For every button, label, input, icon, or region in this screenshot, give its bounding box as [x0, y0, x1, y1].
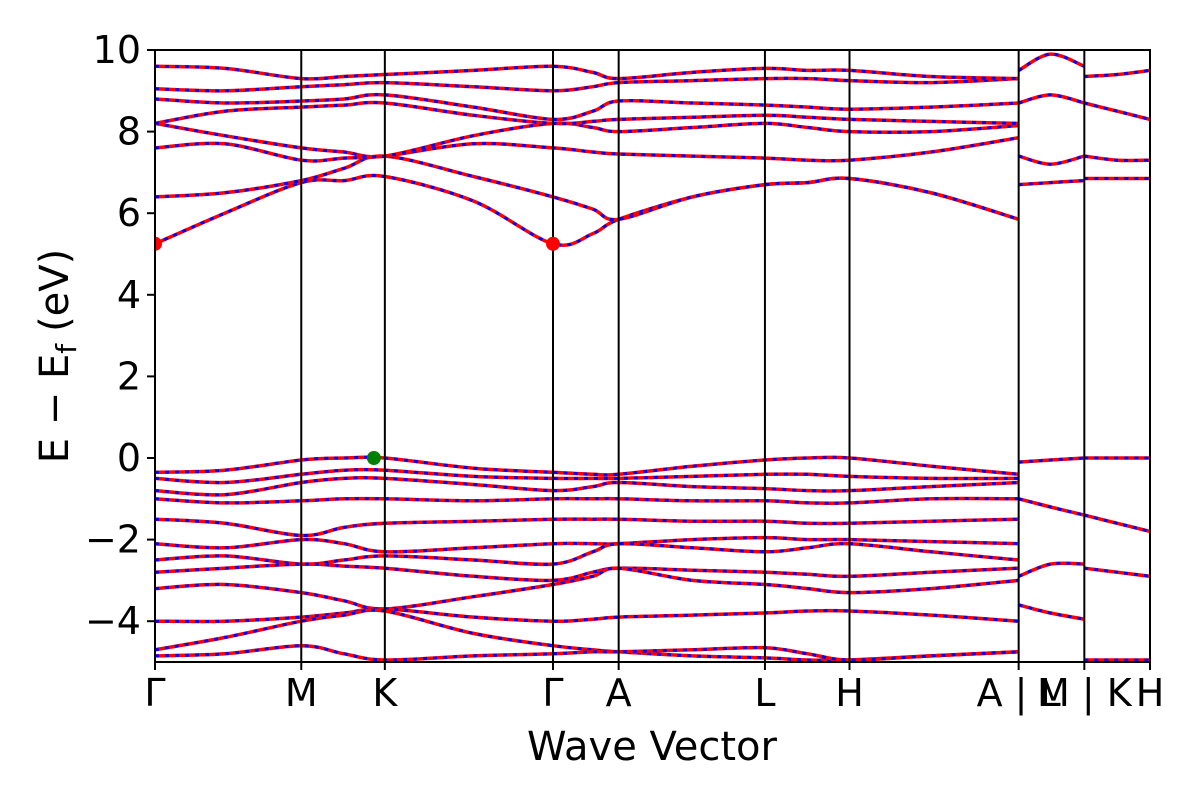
kpoint-lines: [300, 50, 1086, 662]
x-tick-label: M: [285, 671, 318, 715]
band-line-overlay: [155, 644, 1019, 662]
y-axis-label-unit: (eV): [32, 249, 78, 332]
plot-frame: [154, 49, 1151, 663]
band-line-overlay: [1018, 93, 1085, 105]
x-tick-label: Γ: [144, 671, 165, 715]
band-line: [155, 173, 1020, 247]
band-lines: [155, 52, 1150, 662]
extrema-markers: [155, 236, 560, 465]
band-line-overlay: [155, 64, 1019, 81]
y-tick-label: 2: [117, 354, 141, 398]
x-tick-label: K: [372, 671, 398, 715]
band-line-overlay: [155, 154, 1020, 222]
vbm-marker: [366, 451, 381, 465]
band-line-overlay: [1018, 561, 1085, 578]
band-line-overlay: [155, 496, 1019, 505]
band-line-overlay: [1084, 154, 1150, 162]
x-tick-label: Γ: [542, 671, 563, 715]
band-line-overlay: [155, 476, 1019, 497]
band-line-overlay: [155, 136, 1019, 163]
band-line-overlay: [155, 121, 1019, 159]
band-line-overlay: [1083, 101, 1150, 121]
x-tick-label: H: [1136, 671, 1165, 715]
x-tick-label: A: [606, 671, 632, 715]
band-line-overlay: [155, 101, 1019, 126]
band-line-overlay: [155, 455, 1019, 477]
cbm-marker: [155, 236, 162, 251]
cbm-marker: [546, 236, 560, 251]
band-line-overlay: [155, 93, 1019, 121]
band-line-overlay: [1018, 154, 1085, 166]
band-line-overlay: [155, 468, 1019, 485]
band-line-overlay: [1018, 497, 1085, 517]
band-line-overlay: [155, 536, 1019, 554]
band-line-overlay: [1017, 52, 1085, 72]
x-tick-label: A | L: [977, 671, 1061, 716]
x-tick-label: L: [754, 671, 775, 715]
y-tick-label: 8: [117, 110, 141, 154]
x-tick-label: H: [835, 671, 864, 715]
band-line-overlay: [1084, 68, 1150, 78]
band-line-overlay: [1018, 179, 1085, 187]
band-line-overlay: [155, 562, 1019, 583]
band-line-overlay: [1018, 456, 1085, 464]
band-line: [1018, 561, 1085, 578]
band-line: [155, 455, 1019, 477]
y-tick-label: 4: [117, 273, 141, 317]
y-axis-label: E − Ef (eV): [32, 249, 83, 464]
y-tick-label: −4: [85, 599, 141, 643]
y-axis-label-main: E − E: [32, 354, 78, 464]
y-axis-ticks: −4 −2 0 2 4 6 8 10: [85, 28, 155, 643]
band-line-overlay: [155, 607, 1019, 624]
y-tick-label: 0: [117, 436, 141, 480]
x-tick-label: M | K: [1037, 671, 1133, 716]
y-tick-label: −2: [85, 518, 141, 562]
band-line-overlay: [155, 566, 1019, 611]
band-line-overlay: [1083, 513, 1150, 533]
x-axis-label: Wave Vector: [527, 724, 778, 770]
band-line-overlay: [155, 517, 1019, 538]
y-tick-label: 6: [117, 191, 141, 235]
y-axis-label-subscript: f: [50, 343, 83, 354]
band-line-overlay: [1018, 603, 1085, 621]
band-line-overlay: [155, 76, 1019, 93]
band-line-overlay: [1084, 566, 1150, 578]
y-tick-label: 10: [93, 28, 141, 72]
